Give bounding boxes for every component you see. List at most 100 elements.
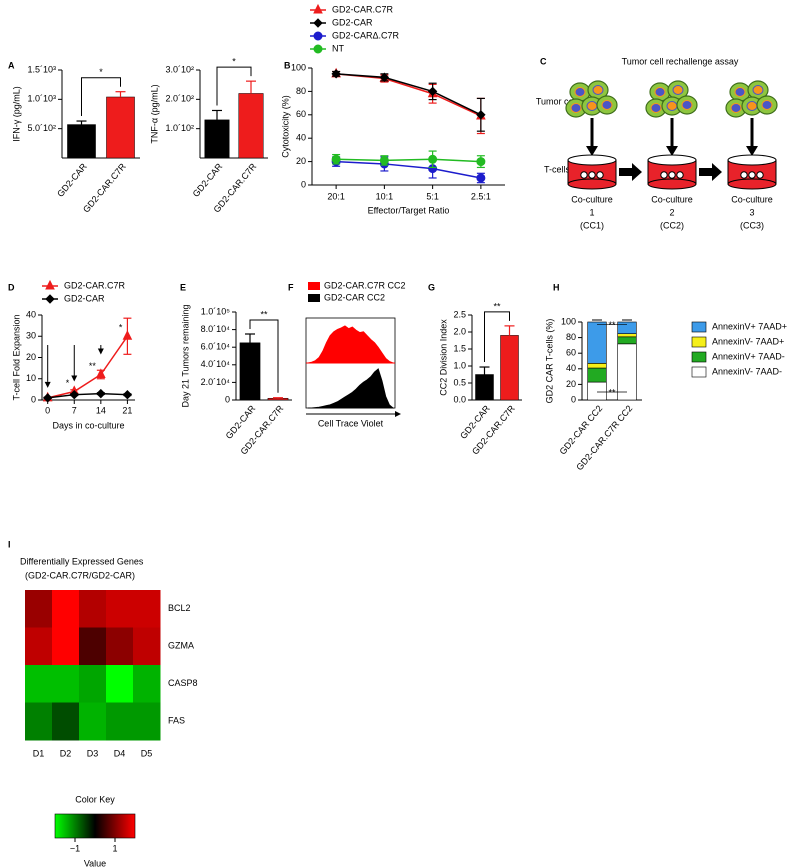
bar: [475, 374, 494, 401]
marker: [96, 388, 106, 399]
column-label: D1: [33, 748, 45, 758]
heatmap-title: Differentially Expressed Genes: [20, 556, 144, 566]
y-tick-label: 40: [26, 309, 36, 319]
heatmap-cell: [79, 590, 107, 628]
colorbar-title: Color Key: [75, 794, 115, 804]
panel-label: I: [8, 539, 11, 549]
culture-code: (CC2): [660, 220, 684, 230]
tumor-nucleus: [752, 85, 764, 95]
panel-label: H: [553, 282, 560, 292]
marker: [476, 110, 486, 120]
y-tick-label: 2.5: [453, 309, 466, 319]
culture-label: Co-culture: [571, 194, 613, 204]
heatmap-subtitle: (GD2-CAR.C7R/GD2-CAR): [25, 570, 135, 580]
heatmap-cell: [133, 702, 161, 741]
t-cell: [740, 171, 748, 179]
y-tick-label: 100: [561, 316, 576, 326]
y-axis-label: Cytotoxicity (%): [280, 95, 290, 158]
significance-bracket: [484, 311, 510, 363]
series-line: [336, 160, 482, 179]
y-tick-label: 2.0´10²: [165, 94, 194, 104]
heatmap-cell: [25, 665, 53, 703]
x-tick-label: GD2-CAR.C7R: [81, 161, 128, 215]
y-axis-label: CC2 Division Index: [438, 319, 448, 396]
significance-bracket: [81, 77, 121, 117]
bar-segment: [617, 333, 637, 338]
culture-code: (CC1): [580, 220, 604, 230]
colorbar-tick-label: 1: [112, 843, 117, 853]
significance: *: [99, 67, 103, 77]
culture-label: Co-culture: [731, 194, 773, 204]
diagram-title: Tumor cell rechallenge assay: [622, 56, 739, 66]
legend-label: AnnexinV- 7AAD-: [712, 366, 782, 376]
dish-bottom: [567, 178, 617, 190]
heatmap-cell: [106, 590, 134, 628]
y-tick-label: 60: [566, 348, 576, 358]
heatmap-cell: [52, 702, 80, 741]
y-tick-label: 0: [571, 394, 576, 404]
bar: [239, 342, 261, 401]
heatmap-cell: [133, 665, 161, 703]
dish-top: [647, 154, 697, 166]
colorbar-tick-label: −1: [70, 843, 80, 853]
significance: **: [260, 309, 268, 319]
panel-label: A: [8, 60, 15, 70]
tumor-nucleus: [681, 100, 693, 110]
bar-segment: [587, 363, 607, 369]
x-tick-label: 10:1: [376, 191, 394, 201]
x-tick-label: 0: [45, 405, 50, 415]
marker: [313, 18, 323, 28]
heatmap-cell: [133, 590, 161, 628]
series-line: [336, 73, 482, 116]
y-axis-label: IFN-γ (pg/mL): [11, 86, 21, 142]
heatmap-cell: [106, 665, 134, 703]
series-line: [336, 158, 481, 163]
arrow-head: [666, 146, 678, 156]
legend-swatch: [691, 336, 707, 348]
rechallenge-arrowhead: [97, 348, 104, 355]
y-tick-label: 1.0´10²: [165, 123, 194, 133]
t-cell: [676, 171, 684, 179]
dish-top: [727, 154, 777, 166]
heatmap-cell: [25, 590, 53, 628]
bar-segment: [617, 321, 637, 334]
y-tick-label: 0.0: [453, 394, 466, 404]
marker: [313, 31, 323, 41]
bar-segment: [617, 336, 637, 345]
panel-label: C: [540, 56, 547, 66]
legend-label: GD2-CAR: [64, 293, 105, 303]
x-tick-label: 20:1: [327, 191, 345, 201]
heatmap-cell: [133, 627, 161, 666]
bar-segment: [587, 321, 607, 364]
heatmap-cell: [52, 627, 80, 666]
t-cell: [580, 171, 588, 179]
tumor-nucleus: [574, 87, 586, 97]
significance-bracket: [249, 319, 279, 393]
rechallenge-arrowhead: [71, 375, 78, 382]
panel-label: B: [284, 60, 291, 70]
histogram-area: [307, 325, 394, 364]
tumor-nucleus: [654, 87, 666, 97]
y-axis-label: T-cell Fold Expansion: [11, 314, 21, 400]
arrow-head: [746, 146, 758, 156]
y-tick-label: 6.0´10⁴: [201, 342, 231, 352]
y-tick-label: 2.0: [453, 326, 466, 336]
tumor-nucleus: [730, 103, 742, 113]
bar: [267, 397, 289, 401]
heatmap-cell: [52, 590, 80, 628]
panel-label: D: [8, 282, 15, 292]
bar: [67, 124, 96, 159]
dish-bottom: [647, 178, 697, 190]
marker: [427, 86, 438, 97]
histogram-area: [308, 368, 395, 409]
dish-top: [567, 154, 617, 166]
y-tick-label: 20: [26, 352, 36, 362]
marker: [96, 368, 106, 378]
marker: [42, 393, 53, 403]
marker: [313, 44, 323, 54]
t-cell: [596, 171, 604, 179]
series-line: [47, 392, 128, 399]
row-label: GZMA: [168, 641, 194, 651]
t-cell: [660, 171, 668, 179]
y-tick-label: 40: [566, 363, 576, 373]
